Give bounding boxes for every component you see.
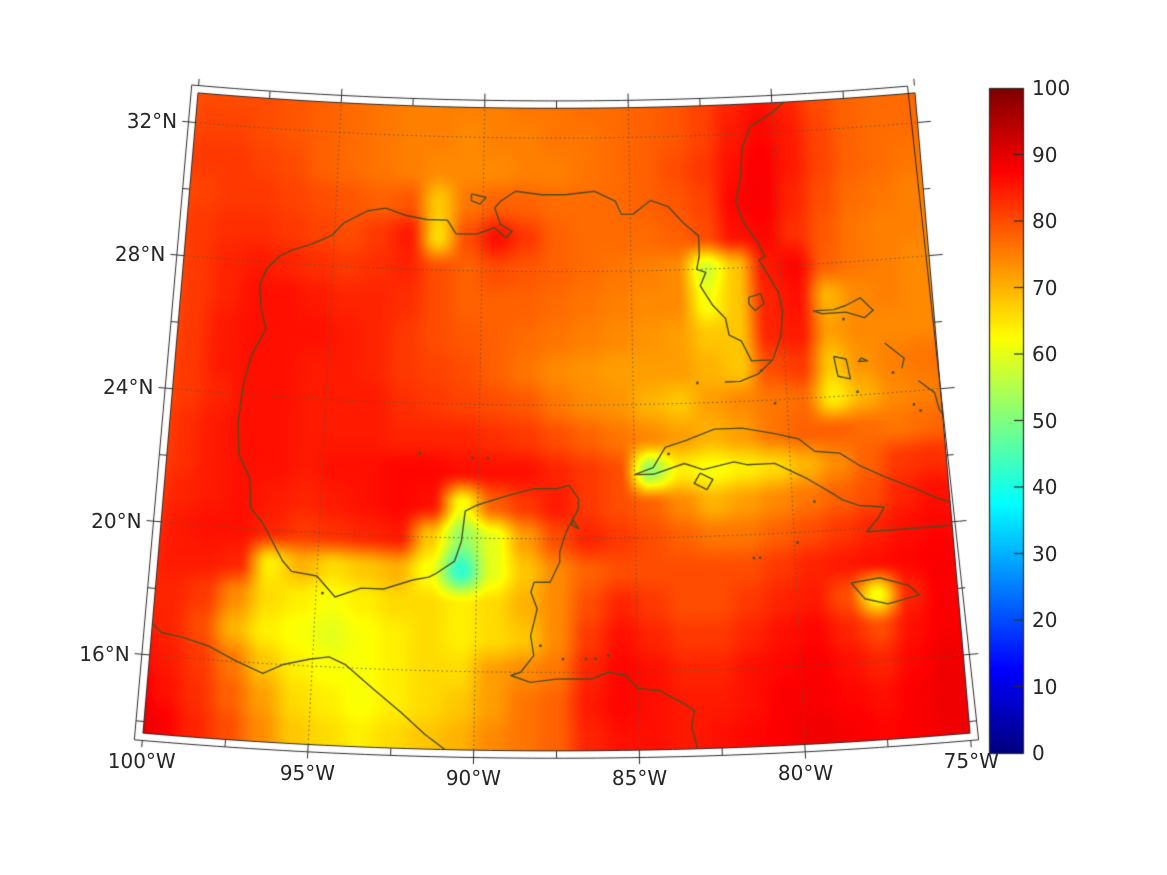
x-tick-label: 85°W: [611, 766, 668, 791]
colorbar-tick-label: 70: [1032, 275, 1058, 300]
x-tick-label: 90°W: [445, 766, 502, 791]
colorbar-tick-label: 60: [1032, 342, 1058, 366]
colorbar-tick-label: 50: [1032, 408, 1058, 433]
x-tick-label: 80°W: [777, 760, 834, 785]
colorbar-tick-label: 40: [1032, 475, 1058, 499]
x-tick-label: 100°W: [107, 749, 176, 774]
y-tick-label: 32°N: [126, 109, 178, 134]
colorbar-tick-label: 30: [1032, 541, 1058, 566]
x-tick-label: 75°W: [943, 749, 999, 774]
colorbar-tick-label: 0: [1032, 741, 1045, 765]
colorbar-tick-label: 80: [1032, 209, 1058, 233]
colorbar-tick-label: 90: [1032, 142, 1058, 167]
colorbar-tick-label: 100: [1032, 76, 1071, 100]
y-tick-label: 24°N: [103, 375, 154, 400]
y-tick-label: 16°N: [79, 641, 130, 666]
colorbar-tick-label: 10: [1032, 674, 1058, 699]
x-tick-label: 95°W: [279, 760, 336, 785]
y-tick-label: 28°N: [114, 242, 166, 267]
colorbar-tick-label: 20: [1032, 608, 1058, 632]
y-tick-label: 20°N: [91, 508, 142, 533]
